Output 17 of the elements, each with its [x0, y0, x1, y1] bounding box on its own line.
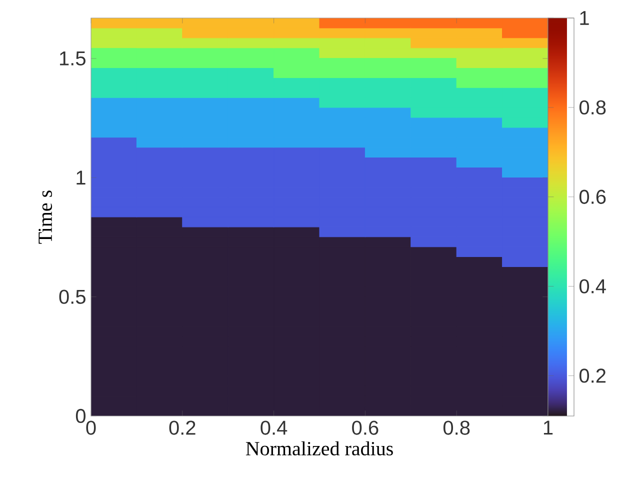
- x-tick-label: 0.4: [260, 420, 288, 435]
- x-tick-label: 0.8: [443, 420, 470, 435]
- color-bar-label: 0.2: [579, 368, 606, 383]
- color-bar-label: 0.8: [579, 100, 606, 115]
- y-tick-label: 0: [76, 408, 86, 424]
- y-tick-label: 0.5: [59, 290, 86, 304]
- color-bar-label: 0.6: [579, 190, 606, 204]
- x-axis-title: Normalized radius: [246, 441, 393, 456]
- y-tick-label: 1.5: [60, 52, 86, 66]
- x-tick-label: 0.6: [352, 420, 378, 435]
- x-tick-label: 0.2: [169, 420, 196, 435]
- x-tick-label: 1: [544, 420, 553, 434]
- color-bar-label: 1: [580, 11, 589, 25]
- x-tick-label: 0: [86, 420, 96, 435]
- color-bar-label: 0.4: [579, 279, 606, 294]
- y-axis-title: Time s: [38, 190, 52, 244]
- y-tick-label: 1: [76, 170, 86, 185]
